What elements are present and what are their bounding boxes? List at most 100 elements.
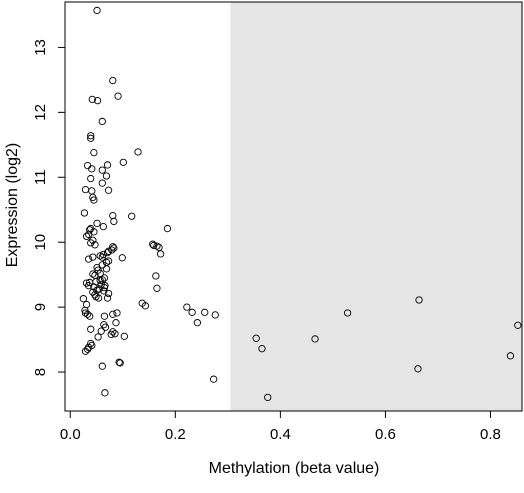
data-point (109, 211, 117, 220)
data-point (81, 306, 89, 315)
data-point (82, 279, 91, 287)
data-point (84, 230, 93, 239)
data-point (110, 244, 118, 252)
y-tick-label: 13 (32, 39, 49, 56)
data-point (82, 232, 91, 241)
data-point (101, 389, 109, 397)
x-tick-label: 0.2 (165, 426, 186, 443)
data-point (84, 282, 93, 290)
data-point (114, 92, 122, 100)
data-point (87, 134, 95, 142)
shaded-region (230, 2, 522, 411)
data-point (97, 327, 105, 335)
data-point (113, 309, 121, 317)
data-point (104, 257, 113, 265)
data-point (153, 284, 161, 292)
data-point (87, 325, 95, 333)
x-tick-label: 0.0 (60, 426, 81, 443)
data-point (100, 274, 109, 282)
x-axis-title: Methylation (beta value) (209, 460, 380, 477)
data-point (96, 276, 104, 285)
data-point (98, 179, 106, 187)
data-point (94, 266, 102, 274)
data-point (104, 247, 113, 255)
data-point (93, 6, 101, 15)
data-point (93, 219, 101, 228)
data-point (252, 334, 260, 342)
data-point (104, 186, 113, 194)
data-point (90, 148, 98, 157)
data-point (94, 333, 102, 341)
data-point (86, 278, 94, 287)
data-point (99, 222, 108, 231)
data-point (506, 352, 515, 360)
y-axis: 8 9 10 11 12 13 (32, 39, 65, 376)
data-point (98, 253, 106, 261)
data-point (86, 226, 94, 234)
data-point (87, 174, 95, 183)
data-point (89, 253, 97, 261)
data-point (110, 217, 118, 226)
x-tick-label: 0.8 (480, 426, 501, 443)
data-point (89, 236, 97, 244)
data-point (115, 358, 123, 366)
data-point (101, 282, 109, 290)
data-point (95, 285, 103, 293)
data-point (94, 294, 103, 302)
data-point (201, 308, 209, 316)
data-point (100, 312, 109, 320)
data-point (183, 303, 191, 311)
data-point (343, 309, 352, 317)
data-point (86, 312, 94, 320)
y-tick-label: 11 (32, 169, 49, 185)
plot-frame (64, 1, 523, 412)
data-point (111, 330, 119, 338)
data-point (112, 319, 120, 327)
data-point (96, 252, 104, 260)
data-point (83, 345, 92, 353)
y-tick-label: 12 (32, 104, 49, 121)
data-point (118, 254, 126, 262)
data-point (210, 375, 218, 383)
data-point (81, 185, 90, 194)
data-point (149, 240, 157, 248)
x-axis: 0.0 0.2 0.4 0.6 0.8 (60, 411, 501, 443)
data-point (258, 345, 266, 353)
data-point (109, 76, 117, 85)
data-point (152, 272, 160, 280)
data-point (514, 321, 522, 329)
data-point (90, 196, 98, 204)
data-point (103, 294, 112, 302)
data-point (264, 393, 272, 402)
data-point (134, 148, 142, 156)
y-tick-label: 10 (32, 234, 49, 251)
data-point (87, 132, 95, 140)
y-tick-label: 8 (32, 368, 49, 376)
data-point (120, 332, 129, 340)
data-point (88, 95, 96, 104)
data-point (83, 310, 92, 318)
data-point (414, 365, 422, 373)
data-point (88, 165, 96, 173)
data-point (103, 161, 112, 169)
y-axis-title: Expression (log2) (4, 143, 21, 268)
data-point (116, 359, 124, 367)
data-point (193, 319, 202, 327)
data-point (79, 295, 88, 303)
data-point (108, 246, 116, 254)
data-point (101, 323, 110, 331)
data-point (83, 161, 92, 170)
data-point (109, 310, 117, 318)
data-point (89, 270, 97, 278)
data-point (311, 335, 319, 343)
points-layer (79, 6, 522, 402)
data-point (156, 250, 165, 258)
data-point (84, 255, 93, 263)
data-point (88, 187, 96, 195)
data-point (87, 239, 95, 247)
data-point (102, 265, 111, 273)
data-point (98, 166, 106, 174)
data-point (415, 296, 423, 304)
data-point (188, 308, 196, 316)
